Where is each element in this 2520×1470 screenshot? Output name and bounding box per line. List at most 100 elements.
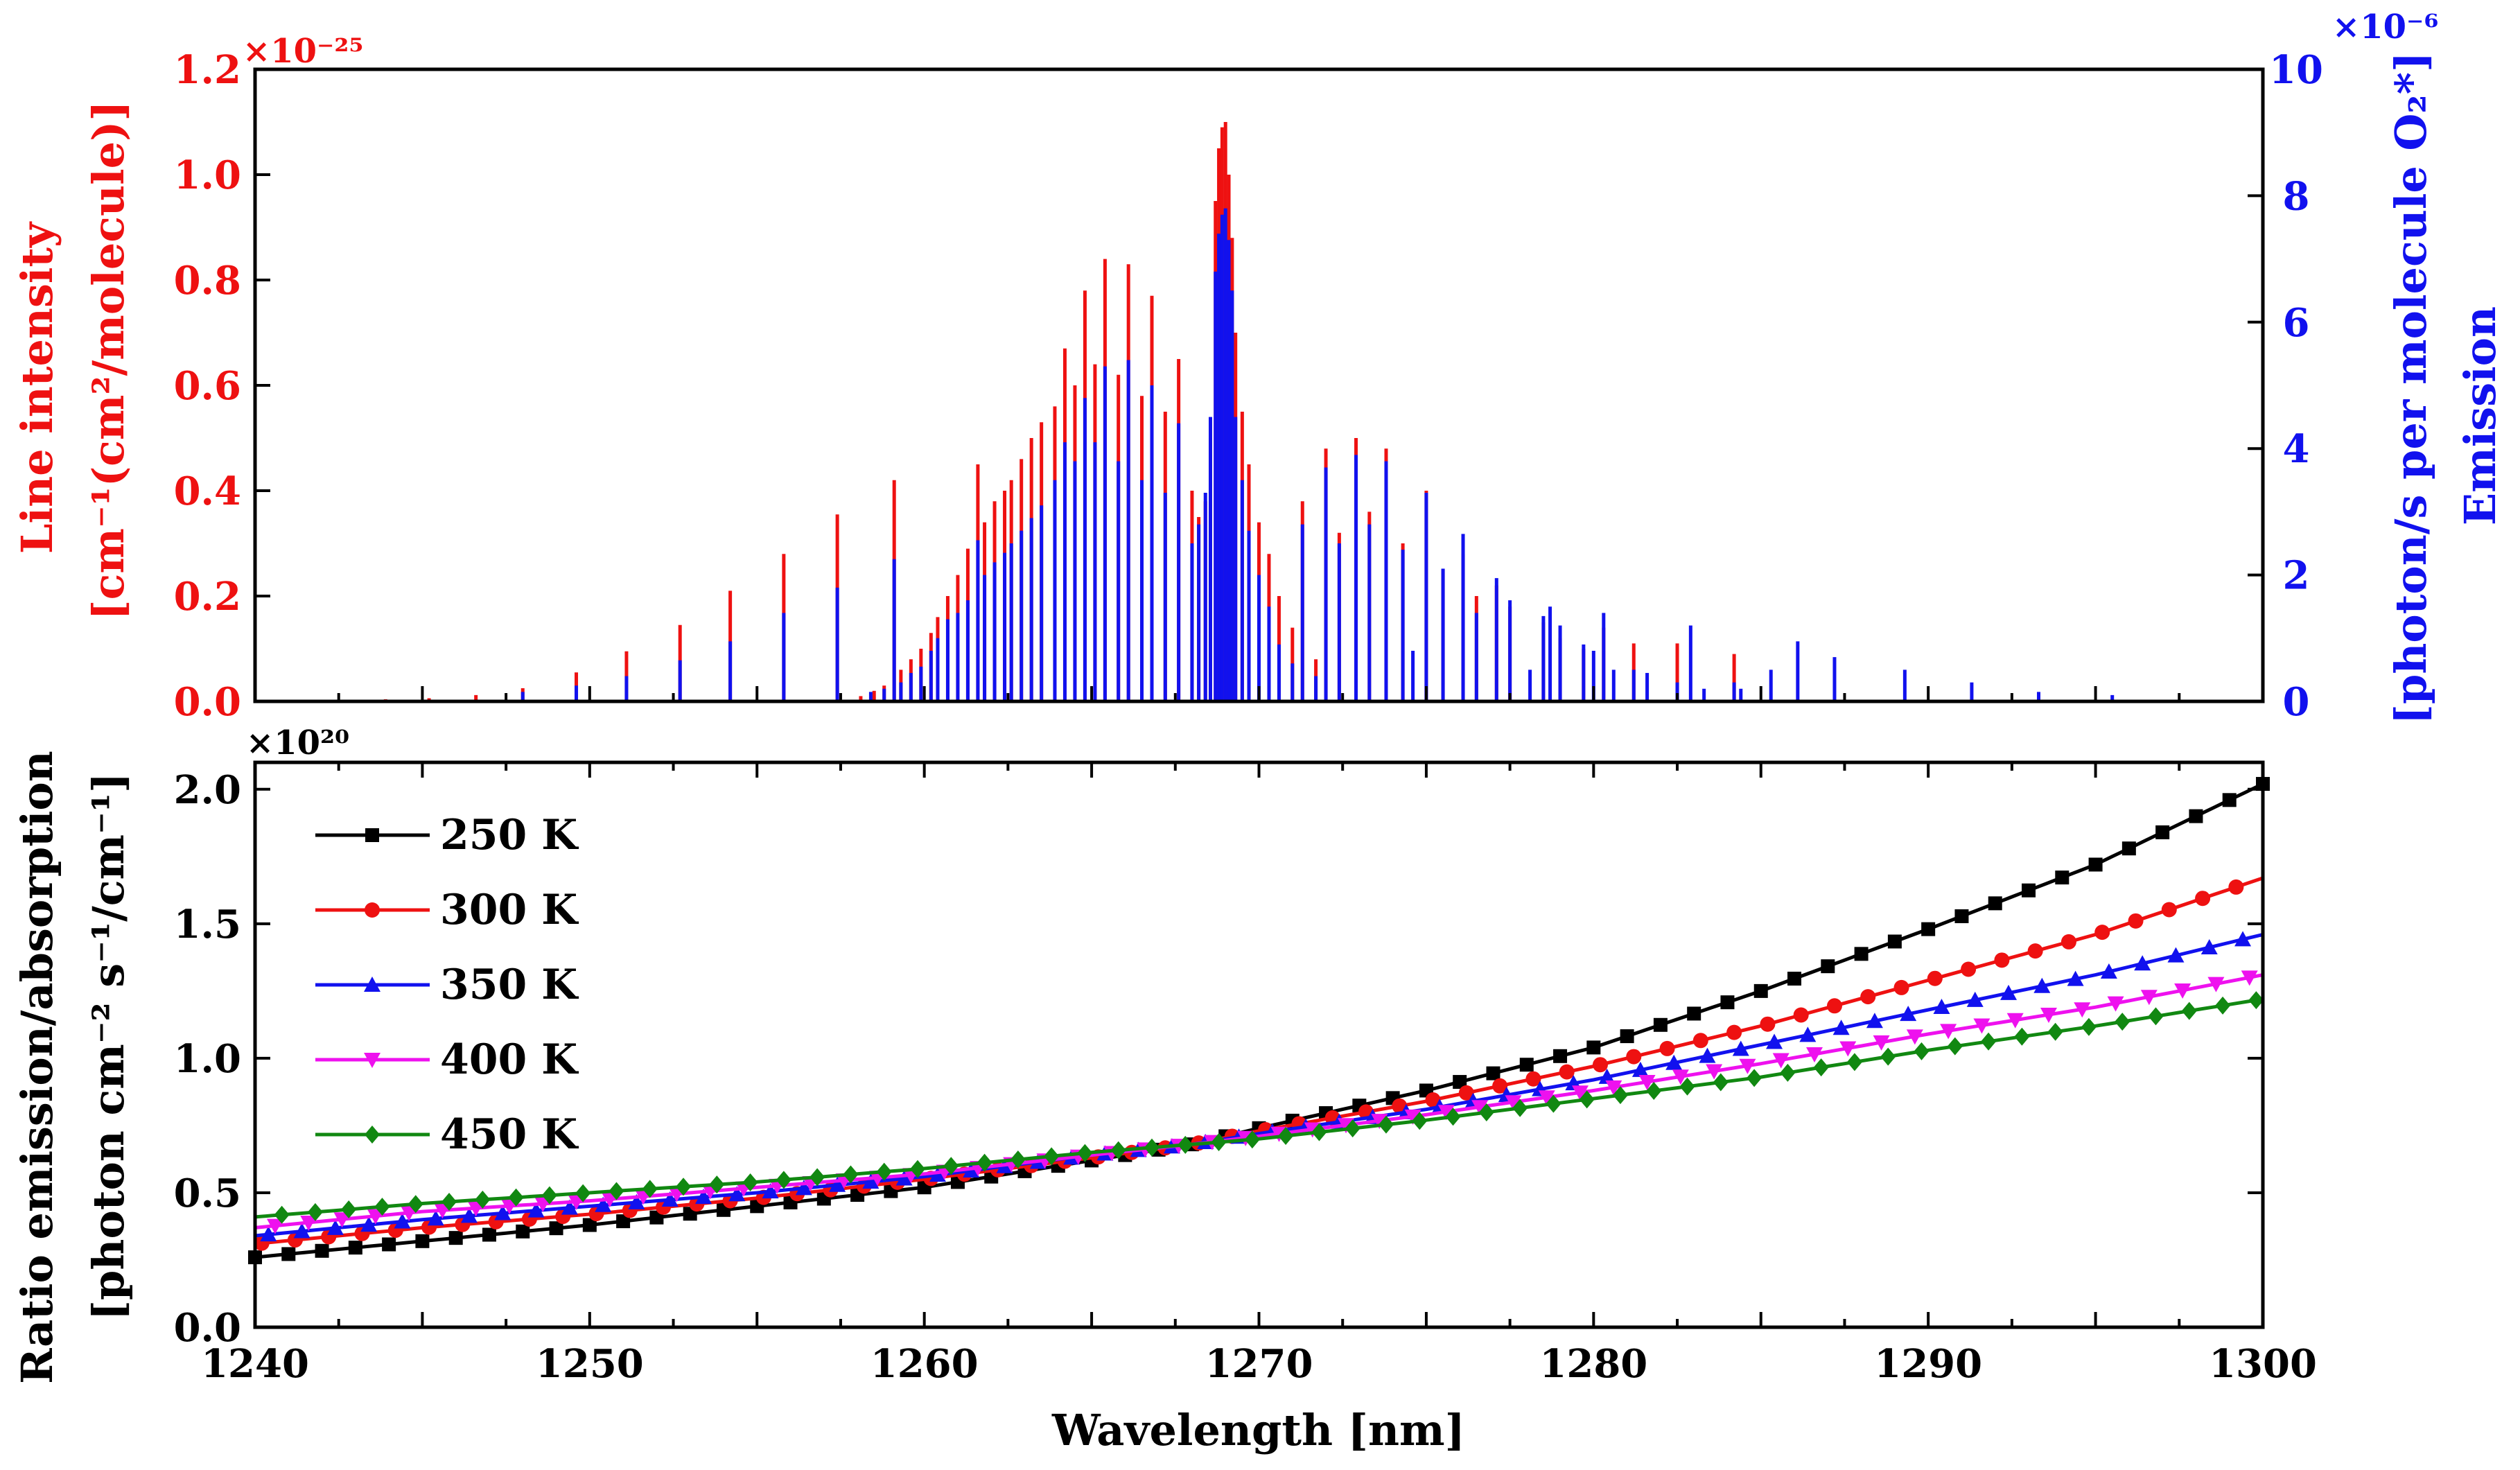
data-point [1338, 1118, 1355, 1134]
data-point [1453, 1075, 1467, 1090]
legend: 250 K 300 K 350 K 400 K 450 K [315, 811, 579, 1159]
data-point [2107, 996, 2124, 1012]
series-line [254, 932, 2264, 1238]
data-point [1839, 1041, 1857, 1057]
x-axis-title: Wavelength [nm] [1051, 1405, 1465, 1455]
bottom-y-tick-label-4: 2.0 [174, 767, 241, 813]
data-point [441, 1192, 457, 1211]
data-point [1211, 1132, 1227, 1151]
data-point [2167, 947, 2185, 963]
data-point [1988, 896, 2002, 911]
data-point [549, 1221, 563, 1236]
legend-marker [365, 1126, 380, 1144]
top-left-tick-label-3: 0.6 [174, 363, 241, 409]
data-point [1780, 1063, 1796, 1082]
data-point [1458, 1085, 1474, 1101]
data-point [2040, 1008, 2057, 1024]
top-left-axis: 0.0 0.2 0.4 0.6 0.8 1.0 1.2 [174, 47, 270, 725]
top-right-axis-title-line2: [photon/s per molecule O₂*] [2386, 52, 2436, 725]
data-point [1799, 1026, 1817, 1042]
bottom-y-axis: 0.0 0.5 1.0 1.5 2.0 [174, 767, 2263, 1351]
data-point [1412, 1112, 1428, 1130]
data-point [595, 1196, 612, 1212]
data-point [1572, 1085, 1589, 1101]
legend-marker [364, 1053, 380, 1068]
data-point [1178, 1135, 1193, 1154]
data-point [876, 1162, 892, 1181]
data-point [494, 1205, 511, 1220]
data-point [742, 1173, 758, 1192]
data-point [1832, 1020, 1850, 1035]
data-point [575, 1184, 591, 1202]
data-point [1760, 1016, 1776, 1032]
data-point [2222, 793, 2237, 807]
data-point [1345, 1119, 1360, 1138]
data-point [1620, 1029, 1634, 1044]
data-point [475, 1190, 491, 1209]
data-point [1940, 1024, 1957, 1040]
bottom-y-tick-label-1: 0.5 [174, 1171, 241, 1216]
data-point [1821, 959, 1835, 974]
top-left-multiplier: ×10⁻²⁵ [243, 32, 363, 71]
data-point [1653, 1017, 1668, 1032]
data-point [1579, 1090, 1595, 1109]
bottom-x-axis: 1240 1250 1260 1270 1280 1290 1300 [201, 762, 2317, 1387]
top-left-tick-label-5: 1.0 [174, 152, 241, 198]
data-point [1747, 1069, 1762, 1087]
top-left-tick-label-2: 0.4 [174, 469, 241, 514]
data-point [1846, 1053, 1862, 1071]
series-line [254, 973, 2264, 1230]
data-point [374, 1198, 390, 1216]
data-point [1887, 934, 1902, 949]
top-left-tick-label-4: 0.8 [174, 258, 241, 304]
data-point [1994, 952, 2010, 968]
data-point [1659, 1040, 1675, 1056]
data-point [1687, 1006, 1701, 1021]
data-point [2033, 977, 2051, 993]
data-point [541, 1186, 557, 1205]
data-point [616, 1214, 631, 1229]
data-point [508, 1188, 524, 1207]
data-point [1519, 1058, 1534, 1072]
data-point [609, 1182, 624, 1200]
data-point [2155, 825, 2170, 839]
data-point [628, 1193, 645, 1209]
bottom-multiplier: ×10²⁰ [246, 724, 349, 762]
data-point [1860, 989, 1876, 1005]
data-point [1906, 1029, 1923, 1045]
bottom-y-axis-title-line2: [photon cm⁻² s⁻¹/cm⁻¹] [83, 773, 134, 1321]
data-point [1378, 1115, 1394, 1134]
legend-item-3: 400 K [315, 1035, 579, 1084]
legend-marker [365, 828, 379, 842]
data-point [1699, 1047, 1716, 1063]
data-point [1732, 1040, 1749, 1056]
data-point [1512, 1099, 1528, 1117]
data-point [1371, 1114, 1388, 1130]
top-right-multiplier: ×10⁻⁶ [2332, 8, 2438, 46]
data-point [1612, 1086, 1628, 1105]
data-point [360, 1216, 378, 1232]
bottom-y-tick-label-2: 1.0 [174, 1036, 241, 1082]
data-point [1646, 1081, 1662, 1100]
data-point [910, 1160, 926, 1178]
data-point [1933, 999, 1950, 1015]
data-point [482, 1227, 496, 1242]
data-point [661, 1191, 679, 1207]
bottom-y-tick-label-0: 0.0 [174, 1305, 241, 1351]
top-right-tick-label-3: 6 [2283, 300, 2310, 346]
top-right-tick-label-0: 0 [2283, 679, 2310, 725]
top-left-tick-label-6: 1.2 [174, 47, 241, 93]
data-point [2081, 1017, 2097, 1036]
legend-item-2: 350 K [315, 961, 579, 1009]
data-point [2060, 934, 2076, 950]
x-tick-label-5: 1290 [1874, 1341, 1982, 1387]
data-point [843, 1165, 859, 1184]
data-point [527, 1202, 545, 1218]
data-point [1077, 1144, 1093, 1162]
data-point [516, 1224, 530, 1239]
data-point [762, 1183, 779, 1199]
data-point [1927, 970, 1943, 986]
x-tick-label-0: 1240 [201, 1341, 309, 1387]
data-point [307, 1202, 323, 1221]
data-point [1947, 1037, 1963, 1056]
